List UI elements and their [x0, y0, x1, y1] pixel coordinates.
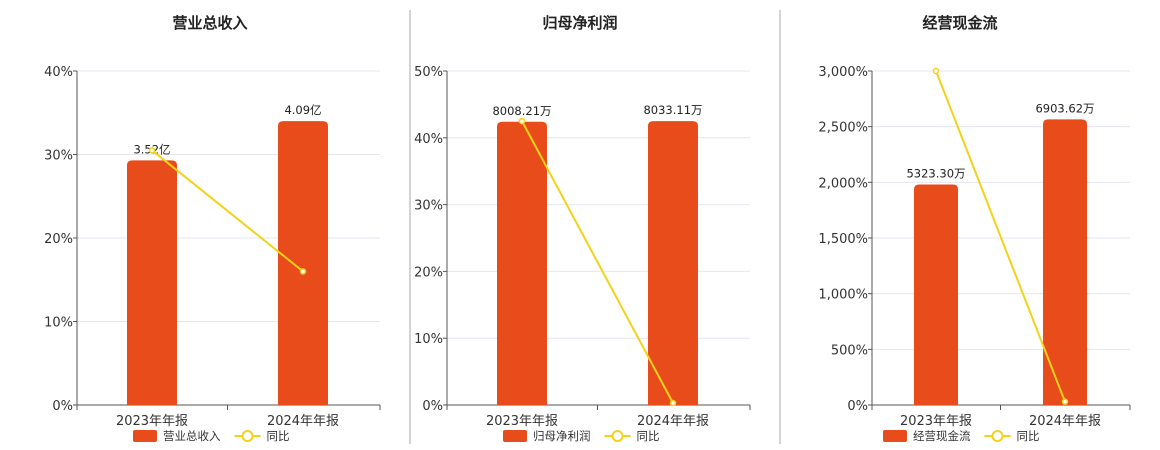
y-tick-label: 2,500% [818, 121, 868, 136]
y-tick-label: 0% [422, 399, 443, 414]
line-point [148, 147, 156, 154]
x-tick-label: 2023年年报 [900, 414, 972, 429]
series-line-yoy [935, 70, 1066, 403]
legend-swatch-marker [611, 430, 624, 442]
chart-panel-3: 经营现金流 0% 500% 1,000% 1,500% 2,000% 2,500% 3,000… [818, 14, 1131, 443]
bar-data-label: 6903.62万 [1035, 101, 1094, 115]
y-tick-label: 1,000% [818, 288, 868, 303]
y-tick-label: 30% [44, 149, 73, 164]
line-point [669, 399, 677, 407]
x-tick-label: 2024年年报 [267, 414, 339, 429]
y-tick-label: 3,000% [818, 65, 868, 80]
bar [1043, 119, 1087, 406]
y-tick-label: 10% [414, 332, 443, 347]
legend-label: 同比 [267, 429, 290, 443]
y-tick-label: 1,500% [818, 232, 868, 247]
line-point [932, 67, 940, 75]
chart-title: 归母净利润 [542, 14, 617, 32]
bar [648, 121, 698, 405]
line-point [299, 268, 307, 275]
bar-data-label: 8008.21万 [492, 104, 551, 118]
legend-swatch-bar [503, 430, 527, 442]
line-point [518, 117, 526, 125]
legend-swatch-marker [241, 430, 254, 442]
bar-data-label: 8033.11万 [643, 103, 702, 117]
y-tick-label: 30% [414, 199, 443, 214]
x-tick-label: 2024年年报 [1029, 414, 1101, 429]
legend-swatch-marker [991, 430, 1004, 442]
y-tick-label: 10% [44, 316, 73, 331]
legend-label: 营业总收入 [163, 429, 221, 443]
series-line-yoy [521, 120, 674, 404]
y-tick-label: 500% [831, 343, 868, 358]
legend-label: 归母净利润 [533, 429, 591, 443]
bar [914, 184, 958, 405]
series-line-yoy [151, 149, 304, 273]
line-point [1061, 398, 1069, 405]
chart-panel-2: 归母净利润 0% 10% 20% 30% 40% 50% 2023年年报 2024年年报 8008… [414, 14, 751, 443]
chart-title: 经营现金流 [922, 14, 997, 32]
chart-title: 营业总收入 [172, 14, 247, 32]
legend-label: 同比 [1017, 429, 1040, 443]
y-tick-label: 0% [847, 399, 868, 414]
x-tick-label: 2023年年报 [486, 414, 558, 429]
legend-swatch-bar [883, 430, 907, 442]
y-tick-label: 50% [414, 65, 443, 80]
y-tick-label: 40% [44, 65, 73, 80]
y-tick-label: 20% [414, 265, 443, 280]
y-tick-label: 40% [414, 132, 443, 147]
x-tick-label: 2024年年报 [637, 414, 709, 429]
bar [497, 121, 547, 405]
legend-label: 经营现金流 [913, 429, 971, 443]
x-tick-label: 2023年年报 [116, 414, 188, 429]
y-tick-label: 20% [44, 232, 73, 247]
y-tick-label: 2,000% [818, 176, 868, 191]
chart-panel-1: 营业总收入0%10%20%30%40%2023年年报2024年年报3.52亿4.… [44, 14, 381, 443]
bar [278, 121, 328, 405]
legend-swatch-bar [133, 430, 157, 442]
bar-data-label: 5323.30万 [906, 167, 965, 181]
bar-data-label: 4.09亿 [284, 103, 321, 117]
y-tick-label: 0% [52, 399, 73, 414]
legend-label: 同比 [637, 429, 660, 443]
bar [127, 160, 177, 405]
